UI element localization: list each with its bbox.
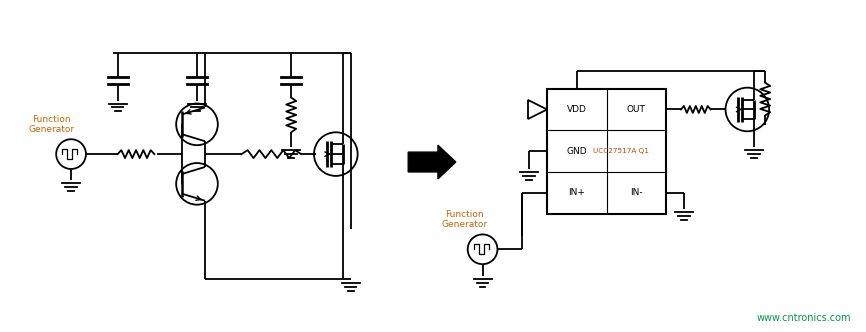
FancyArrow shape [408, 145, 456, 179]
Text: UCC27517A Q1: UCC27517A Q1 [593, 148, 649, 154]
Text: Function
Generator: Function Generator [29, 115, 74, 134]
Text: www.cntronics.com: www.cntronics.com [757, 313, 851, 323]
Text: IN-: IN- [630, 188, 643, 197]
Text: OUT: OUT [627, 105, 646, 114]
Bar [547, 89, 666, 213]
Text: IN+: IN+ [568, 188, 585, 197]
Text: VDD: VDD [567, 105, 587, 114]
Text: Function
Generator: Function Generator [442, 210, 488, 229]
Text: GND: GND [566, 147, 587, 156]
